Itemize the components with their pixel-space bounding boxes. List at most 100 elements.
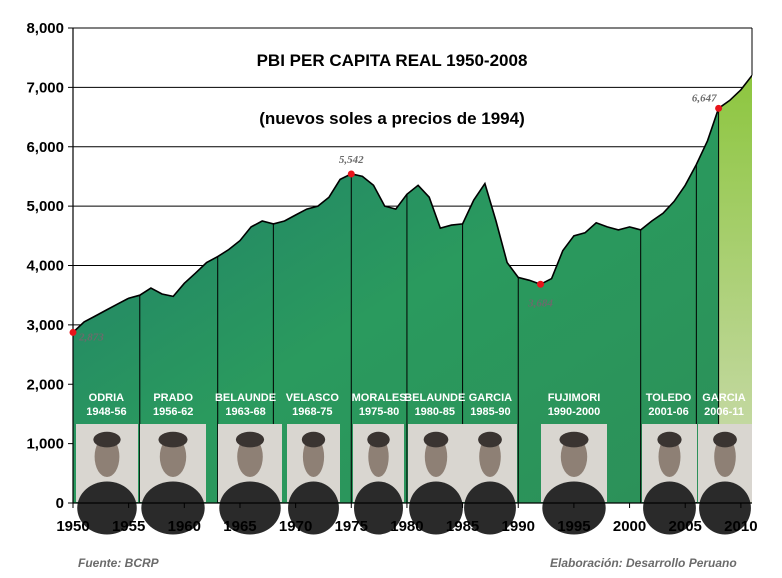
annotation-label: 5,542 [339, 154, 364, 166]
period-name: MORALES [352, 392, 407, 404]
chart-title: PBI PER CAPITA REAL 1950-2008 [257, 51, 528, 70]
portrait-shoulders [699, 481, 751, 535]
portrait-hair [559, 431, 589, 448]
portrait-face [94, 436, 120, 478]
y-tick-label: 7,000 [26, 79, 64, 96]
period-name: TOLEDO [646, 392, 692, 404]
x-tick-label: 1960 [168, 518, 201, 535]
portrait-face [368, 436, 389, 478]
annotation-marker [347, 170, 355, 178]
y-tick-label: 8,000 [26, 20, 64, 37]
x-tick-label: 2000 [613, 518, 646, 535]
portrait-hair [367, 431, 390, 448]
portrait-hair [657, 431, 682, 448]
period-years: 1990-2000 [548, 406, 601, 418]
portrait-shoulders [354, 481, 403, 535]
period-name: VELASCO [286, 392, 340, 404]
portrait-shoulders [409, 481, 463, 535]
period-years: 1980-85 [415, 406, 455, 418]
portrait-shoulders [141, 481, 205, 535]
president-portraits [76, 424, 752, 535]
y-tick-label: 2,000 [26, 376, 64, 393]
x-tick-label: 1995 [557, 518, 590, 535]
portrait-hair [478, 431, 502, 448]
y-tick-label: 5,000 [26, 198, 64, 215]
portrait-shoulders [643, 481, 696, 535]
annotation-label: 6,647 [692, 92, 717, 104]
period-name: BELAUNDE [215, 392, 276, 404]
x-tick-label: 1950 [56, 518, 89, 535]
x-tick-label: 1980 [390, 518, 423, 535]
period-years: 2001-06 [648, 406, 688, 418]
period-name: GARCIA [702, 392, 745, 404]
x-tick-label: 1965 [223, 518, 256, 535]
period-name: FUJIMORI [548, 392, 601, 404]
period-name: PRADO [153, 392, 193, 404]
x-tick-label: 1955 [112, 518, 145, 535]
portrait-hair [93, 431, 121, 448]
portrait-face [560, 436, 588, 478]
credit-note: Elaboración: Desarrollo Peruano [550, 556, 737, 570]
y-tick-label: 0 [56, 495, 64, 512]
area-fill [73, 75, 752, 503]
x-tick-label: 1975 [335, 518, 368, 535]
area-series [73, 75, 752, 503]
portrait-shoulders [464, 481, 516, 535]
y-tick-label: 4,000 [26, 258, 64, 275]
president-portrait [218, 424, 282, 535]
period-years: 2006-11 [704, 406, 744, 418]
period-years: 1968-75 [292, 406, 332, 418]
president-portrait [287, 424, 340, 535]
series-line [73, 75, 752, 333]
portrait-face [479, 436, 501, 478]
annotation-label: 3,684 [527, 297, 553, 309]
portrait-shoulders [219, 481, 281, 535]
portrait-face [237, 436, 263, 478]
period-name: BELAUNDE [404, 392, 465, 404]
chart-subtitle: (nuevos soles a precios de 1994) [259, 109, 525, 128]
period-years: 1975-80 [359, 406, 399, 418]
x-tick-label: 1970 [279, 518, 312, 535]
x-tick-label: 2010 [724, 518, 757, 535]
axes: 0 1,000 2,000 3,000 4,000 5,000 6,000 7,000 8,00… [26, 20, 757, 535]
period-years: 1948-56 [86, 406, 126, 418]
y-tick-label: 1,000 [26, 436, 64, 453]
portrait-face [714, 436, 736, 478]
annotation-marker [715, 104, 723, 112]
president-portrait [408, 424, 464, 535]
portrait-face [424, 436, 448, 478]
portrait-hair [423, 431, 449, 448]
annotation-marker [537, 280, 545, 288]
x-tick-label: 1990 [502, 518, 535, 535]
y-tick-label: 3,000 [26, 317, 64, 334]
period-name: ODRIA [89, 392, 125, 404]
annotation-marker [69, 328, 77, 336]
portrait-hair [158, 431, 188, 448]
portrait-hair [301, 431, 326, 448]
period-name: GARCIA [469, 392, 512, 404]
portrait-shoulders [288, 481, 339, 535]
source-note: Fuente: BCRP [78, 556, 159, 570]
area-highlight-garcia [718, 75, 752, 503]
president-portrait [463, 424, 517, 535]
portrait-hair [713, 431, 737, 448]
portrait-shoulders [77, 481, 137, 535]
annotations: 2,873 5,542 3,684 6,647 [69, 92, 723, 343]
president-portrait [353, 424, 404, 535]
portrait-face [159, 436, 187, 478]
president-portrait [76, 424, 138, 535]
president-portrait [140, 424, 206, 535]
portrait-face [302, 436, 325, 478]
president-portrait [642, 424, 697, 535]
portrait-face [658, 436, 681, 478]
period-years: 1956-62 [153, 406, 193, 418]
x-tick-label: 1985 [446, 518, 479, 535]
x-tick-label: 2005 [669, 518, 702, 535]
period-years: 1985-90 [470, 406, 510, 418]
portrait-hair [235, 431, 265, 448]
president-portrait [698, 424, 752, 535]
period-years: 1963-68 [225, 406, 265, 418]
period-labels: ODRIA 1948-56 PRADO 1956-62 BELAUNDE 1963-68 V… [86, 392, 746, 418]
annotation-label: 2,873 [78, 331, 104, 343]
